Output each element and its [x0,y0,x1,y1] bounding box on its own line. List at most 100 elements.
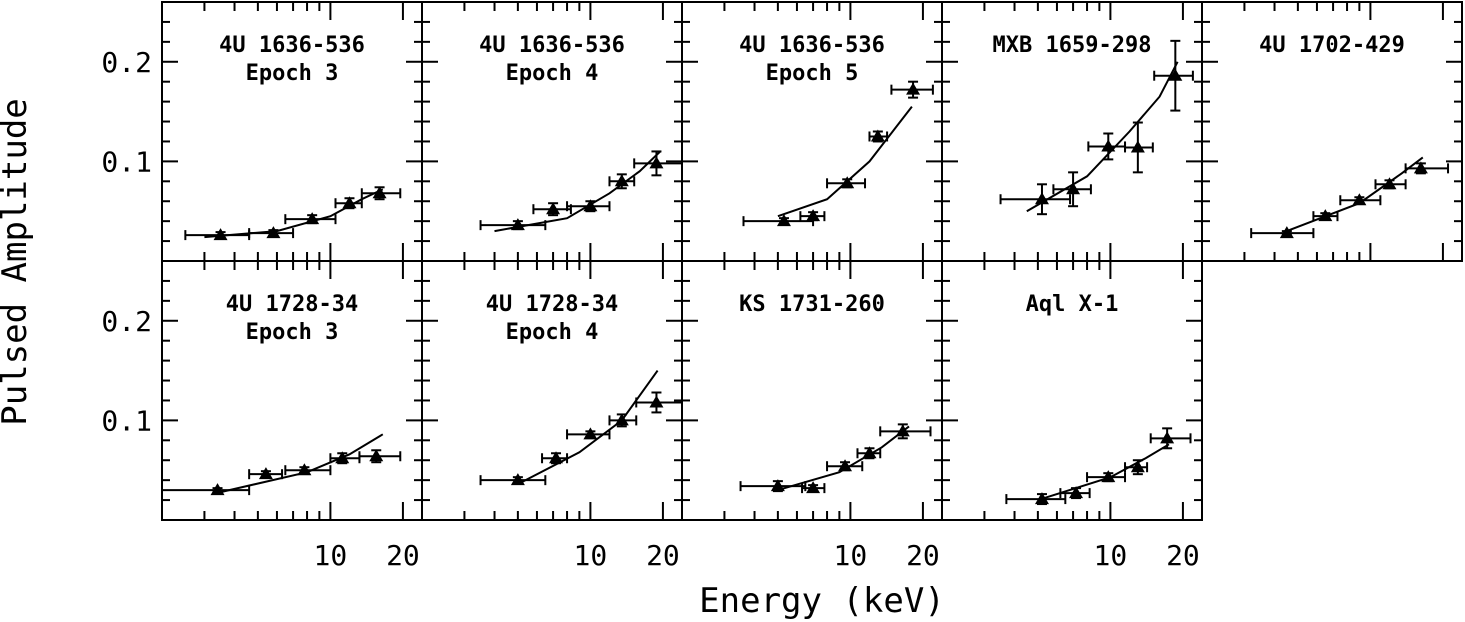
data-point [566,199,611,213]
triangle-marker [906,82,921,95]
triangle-marker [258,467,273,480]
data-point [799,209,826,222]
x-tick-label: 20 [1166,539,1200,572]
data-point [890,80,934,99]
data-point [1059,486,1091,500]
data-point [532,202,572,217]
triangle-marker [1130,460,1145,473]
data-point [358,449,402,464]
panel-2: 4U 1636-536 Epoch 4 [421,1,683,262]
panel-title: Epoch 3 [246,61,339,86]
triangle-marker [895,424,910,437]
triangle-marker [297,463,312,476]
data-point [360,186,402,201]
data-point [1086,470,1127,483]
triangle-marker [614,174,629,187]
x-tick-label: 10 [314,539,348,572]
triangle-marker [1066,182,1081,195]
panel-title: 4U 1728-34 [226,292,358,317]
data-point [999,183,1072,216]
data-point [826,459,864,472]
triangle-marker [1034,192,1049,205]
fit-line [494,150,661,233]
triangle-marker [335,451,350,464]
panel-3: 4U 1636-536 Epoch 5 [681,1,943,262]
triangle-marker [1352,193,1367,206]
triangle-marker [776,214,791,227]
triangle-marker [1160,431,1175,444]
fit-line [220,433,384,494]
triangle-marker [1101,139,1116,152]
triangle-marker [770,479,785,492]
panel-6: 4U 1728-34 Epoch 3 [161,260,423,521]
data-point [479,218,547,231]
data-point [1374,177,1407,190]
data-point [1339,193,1382,206]
panel-title: 4U 1702-429 [1259,33,1405,58]
triangle-marker [546,202,561,215]
data-point [635,391,683,414]
triangle-marker [266,226,281,239]
data-point [879,423,932,440]
data-point [248,467,284,480]
data-point [1250,226,1315,239]
triangle-marker [342,196,357,209]
triangle-marker [840,176,855,189]
data-point [1404,161,1450,175]
data-point [739,479,807,493]
data-point [1149,427,1192,450]
panel-9: Aql X-1 [941,260,1203,521]
panel-title: 4U 1636-536 [219,33,365,58]
panel-frame [941,260,1203,521]
triangle-marker [614,413,629,426]
triangle-marker [510,218,525,231]
triangle-marker [1413,161,1428,174]
triangle-marker [806,481,821,494]
y-tick-label: 0.1 [101,145,152,178]
triangle-marker [583,427,598,440]
panel-8: KS 1731-260 [681,260,943,521]
data-point [566,427,611,440]
x-tick-label: 10 [574,539,608,572]
data-point [1124,459,1149,476]
fit-line [1026,61,1179,213]
data-point [161,483,251,496]
triangle-marker [1130,140,1145,153]
panel-4: MXB 1659-298 [941,1,1203,262]
panel-title: Aql X-1 [1026,292,1119,317]
data-point [284,212,337,225]
fit-line [517,370,659,485]
data-point [608,173,636,190]
triangle-marker [649,156,664,169]
y-tick-label: 0.2 [101,46,152,79]
data-point [1312,209,1339,222]
panel-7: 4U 1728-34 Epoch 4 [421,260,683,521]
y-tick-label: 0.2 [101,305,152,338]
triangle-marker [862,446,877,459]
triangle-marker [870,129,885,142]
triangle-marker [549,451,564,464]
triangle-marker [213,228,228,241]
panel-1: 4U 1636-536 Epoch 3 [161,1,423,262]
panel-title: Epoch 3 [246,320,339,345]
data-point [868,129,889,143]
x-tick-label: 10 [834,539,868,572]
panel-5: 4U 1702-429 [1201,1,1463,262]
fit-line [777,425,910,492]
x-tick-label: 20 [646,539,680,572]
panel-title: 4U 1636-536 [479,33,625,58]
triangle-marker [1069,486,1084,499]
data-point [184,228,251,241]
triangle-marker [369,449,384,462]
y-tick-label: 0.1 [101,404,152,437]
data-point [608,413,638,428]
data-point [1005,492,1067,506]
data-point [801,481,826,494]
triangle-marker [510,473,525,486]
data-point [856,446,882,460]
tick-labels-group: 0.1 0.2 0.1 0.2 10 20 10 20 10 20 10 20 [101,46,1199,572]
data-point [633,150,683,177]
data-point [1153,39,1194,112]
data-point [479,473,547,486]
